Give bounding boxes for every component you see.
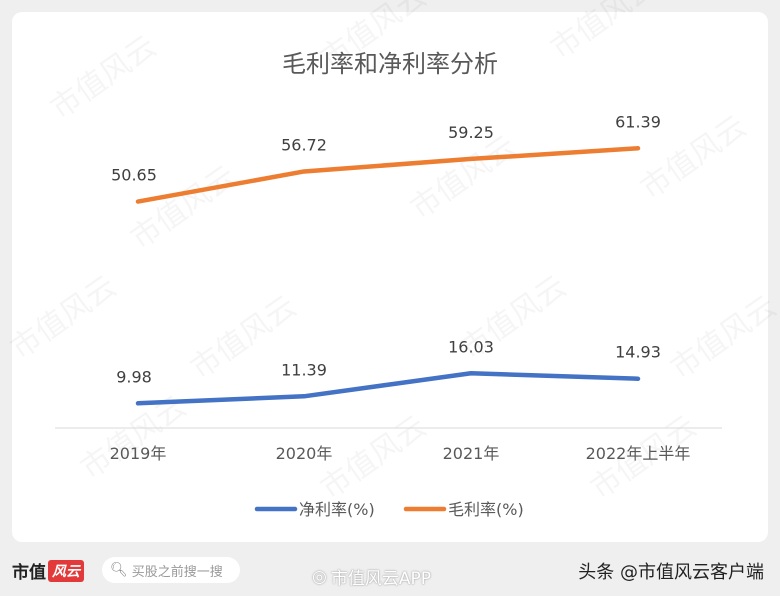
- data-label: 14.93: [615, 343, 661, 362]
- search-placeholder: 买股之前搜一搜: [131, 564, 223, 580]
- search-box[interactable]: 🔍︎ 买股之前搜一搜: [102, 557, 240, 583]
- watermark-text: 市值风云: [405, 129, 523, 226]
- legend-label: 净利率(%): [299, 500, 375, 519]
- weibo-watermark: ◎ 市值风云APP: [312, 564, 431, 590]
- data-label: 11.39: [281, 360, 327, 379]
- brand-logo: 市值 风云: [12, 558, 84, 583]
- chart-title: 毛利率和净利率分析: [282, 50, 498, 78]
- x-tick-label: 2020年: [276, 444, 333, 463]
- watermark-text: 市值风云: [45, 29, 163, 126]
- data-label: 9.98: [116, 367, 152, 386]
- search-icon: 🔍︎: [110, 562, 128, 578]
- x-tick-label: 2019年: [110, 444, 167, 463]
- chart-card: [12, 12, 768, 542]
- data-label: 16.03: [448, 337, 494, 356]
- weibo-icon: ◎: [312, 566, 327, 587]
- series-line-0: [135, 371, 641, 406]
- watermark-text: 市值风云: [665, 289, 780, 386]
- x-tick-label: 2022年上半年: [586, 444, 691, 463]
- data-label: 61.39: [615, 112, 661, 131]
- watermark-text: 市值风云: [545, 0, 663, 67]
- data-label: 50.65: [111, 166, 157, 185]
- x-tick-label: 2021年: [443, 444, 500, 463]
- data-label: 56.72: [281, 135, 327, 154]
- toutiao-credit: 头条 @市值风云客户端: [578, 562, 764, 583]
- footer: 市值 风云 🔍︎ 买股之前搜一搜 ◎ 市值风云APP 头条 @市值风云客户端: [0, 548, 780, 596]
- data-label: 59.25: [448, 123, 494, 142]
- weibo-text: 市值风云APP: [330, 569, 431, 589]
- legend-label: 毛利率(%): [448, 500, 524, 519]
- logo-badge: 风云: [48, 559, 84, 582]
- watermark-text: 市值风云: [5, 269, 123, 366]
- logo-text: 市值: [12, 563, 46, 583]
- series-line-1: [135, 146, 641, 204]
